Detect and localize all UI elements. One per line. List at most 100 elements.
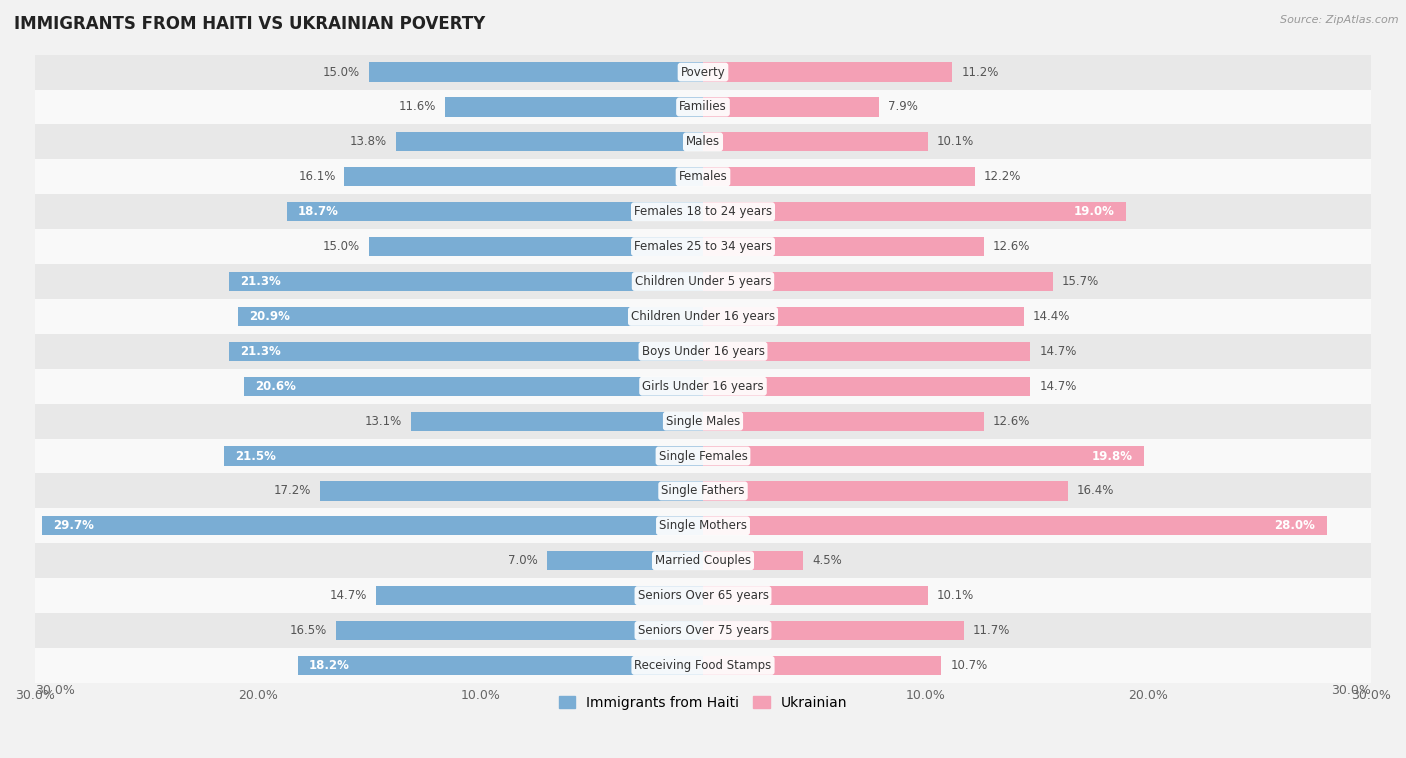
Text: Single Males: Single Males [666, 415, 740, 428]
Text: 21.3%: 21.3% [240, 345, 281, 358]
Text: Source: ZipAtlas.com: Source: ZipAtlas.com [1281, 15, 1399, 25]
Text: Females 25 to 34 years: Females 25 to 34 years [634, 240, 772, 253]
Bar [0, 194, 1406, 229]
Text: 10.1%: 10.1% [936, 136, 974, 149]
Bar [703, 133, 928, 152]
Bar [238, 307, 703, 326]
Text: 13.1%: 13.1% [366, 415, 402, 428]
Bar [0, 578, 1406, 613]
Text: 21.3%: 21.3% [240, 275, 281, 288]
Text: 14.7%: 14.7% [1039, 345, 1077, 358]
Bar [344, 168, 703, 186]
Bar [0, 439, 1406, 474]
Bar [368, 237, 703, 256]
Bar [245, 377, 703, 396]
Bar [703, 481, 1069, 500]
Text: 19.8%: 19.8% [1092, 449, 1133, 462]
Bar [703, 272, 1053, 291]
Bar [703, 342, 1031, 361]
Bar [703, 202, 1126, 221]
Bar [0, 299, 1406, 334]
Bar [703, 377, 1031, 396]
Text: 11.6%: 11.6% [398, 101, 436, 114]
Text: 14.7%: 14.7% [1039, 380, 1077, 393]
Bar [0, 229, 1406, 264]
Bar [0, 264, 1406, 299]
Text: 19.0%: 19.0% [1074, 205, 1115, 218]
Bar [547, 551, 703, 570]
Text: Single Fathers: Single Fathers [661, 484, 745, 497]
Text: 18.2%: 18.2% [309, 659, 350, 672]
Text: 16.5%: 16.5% [290, 624, 326, 637]
Text: 11.7%: 11.7% [973, 624, 1010, 637]
Bar [0, 543, 1406, 578]
Text: 20.9%: 20.9% [249, 310, 290, 323]
Text: 29.7%: 29.7% [53, 519, 94, 532]
Text: Families: Families [679, 101, 727, 114]
Bar [42, 516, 703, 535]
Text: 16.4%: 16.4% [1077, 484, 1115, 497]
Bar [703, 586, 928, 605]
Bar [0, 368, 1406, 404]
Text: 15.7%: 15.7% [1062, 275, 1098, 288]
Text: 28.0%: 28.0% [1274, 519, 1316, 532]
Text: 16.1%: 16.1% [298, 171, 336, 183]
Bar [0, 89, 1406, 124]
Bar [703, 237, 984, 256]
Text: 30.0%: 30.0% [1331, 684, 1371, 697]
Bar [703, 621, 963, 640]
Bar [298, 656, 703, 675]
Bar [444, 97, 703, 117]
Bar [0, 648, 1406, 683]
Text: 15.0%: 15.0% [323, 240, 360, 253]
Bar [336, 621, 703, 640]
Bar [0, 509, 1406, 543]
Text: Seniors Over 75 years: Seniors Over 75 years [637, 624, 769, 637]
Text: 30.0%: 30.0% [35, 684, 75, 697]
Bar [703, 168, 974, 186]
Bar [0, 124, 1406, 159]
Text: Receiving Food Stamps: Receiving Food Stamps [634, 659, 772, 672]
Text: 10.7%: 10.7% [950, 659, 987, 672]
Bar [0, 55, 1406, 89]
Bar [0, 474, 1406, 509]
Text: Females: Females [679, 171, 727, 183]
Bar [703, 656, 941, 675]
Bar [224, 446, 703, 465]
Text: Married Couples: Married Couples [655, 554, 751, 567]
Text: 14.4%: 14.4% [1032, 310, 1070, 323]
Text: Girls Under 16 years: Girls Under 16 years [643, 380, 763, 393]
Text: Single Females: Single Females [658, 449, 748, 462]
Text: 20.6%: 20.6% [256, 380, 297, 393]
Text: 17.2%: 17.2% [274, 484, 311, 497]
Bar [0, 159, 1406, 194]
Text: 4.5%: 4.5% [813, 554, 842, 567]
Text: 14.7%: 14.7% [329, 589, 367, 602]
Text: 15.0%: 15.0% [323, 66, 360, 79]
Bar [703, 446, 1144, 465]
Bar [703, 516, 1326, 535]
Text: 12.2%: 12.2% [984, 171, 1021, 183]
Bar [703, 307, 1024, 326]
Bar [0, 334, 1406, 368]
Bar [703, 551, 803, 570]
Text: IMMIGRANTS FROM HAITI VS UKRAINIAN POVERTY: IMMIGRANTS FROM HAITI VS UKRAINIAN POVER… [14, 15, 485, 33]
Text: Boys Under 16 years: Boys Under 16 years [641, 345, 765, 358]
Text: Children Under 16 years: Children Under 16 years [631, 310, 775, 323]
Text: Females 18 to 24 years: Females 18 to 24 years [634, 205, 772, 218]
Bar [229, 272, 703, 291]
Text: 7.9%: 7.9% [887, 101, 918, 114]
Text: 21.5%: 21.5% [235, 449, 276, 462]
Bar [321, 481, 703, 500]
Legend: Immigrants from Haiti, Ukrainian: Immigrants from Haiti, Ukrainian [553, 691, 853, 716]
Bar [287, 202, 703, 221]
Bar [395, 133, 703, 152]
Text: 18.7%: 18.7% [298, 205, 339, 218]
Text: Single Mothers: Single Mothers [659, 519, 747, 532]
Bar [0, 613, 1406, 648]
Bar [375, 586, 703, 605]
Bar [703, 412, 984, 431]
Text: Males: Males [686, 136, 720, 149]
Text: Children Under 5 years: Children Under 5 years [634, 275, 772, 288]
Bar [229, 342, 703, 361]
